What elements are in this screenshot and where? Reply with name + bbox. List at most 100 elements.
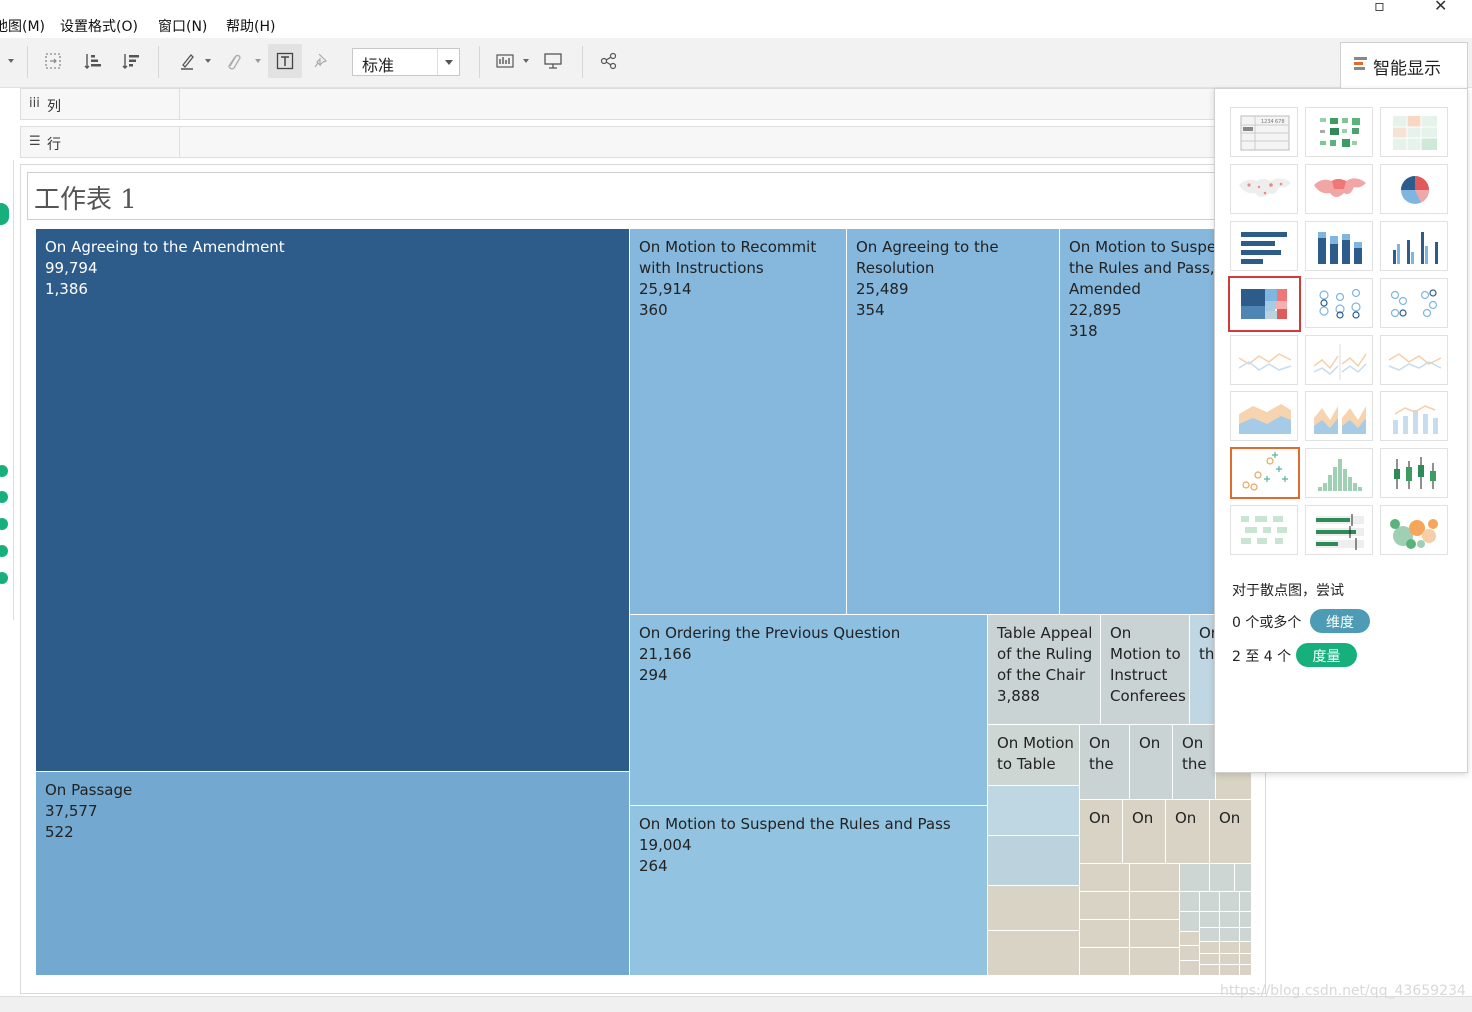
treemap-cell[interactable]: On the	[1080, 725, 1130, 800]
treemap-cell[interactable]: On Agreeing to the Amendment 99,794 1,38…	[36, 229, 630, 772]
packed-bubbles-thumbnail[interactable]	[1380, 505, 1448, 555]
treemap-cell[interactable]	[1180, 946, 1200, 961]
treemap-cell[interactable]: On	[1080, 800, 1123, 864]
treemap-cell[interactable]	[1130, 864, 1180, 892]
filled-map-thumbnail[interactable]	[1305, 164, 1373, 214]
treemap-cell[interactable]	[1080, 920, 1130, 948]
menu-format[interactable]: 设置格式(O)	[60, 19, 138, 35]
area-continuous-thumbnail[interactable]	[1230, 391, 1298, 441]
restore-window-icon[interactable]: ▫	[1374, 0, 1385, 15]
sort-ascending-icon[interactable]	[80, 48, 106, 74]
dropdown-arrow-icon[interactable]	[205, 58, 211, 64]
text-table-thumbnail[interactable]: 1234 678	[1230, 107, 1298, 157]
treemap-cell[interactable]	[1220, 912, 1240, 928]
highlight-pen-icon[interactable]	[174, 48, 200, 74]
treemap-cell[interactable]: On	[1166, 800, 1210, 864]
fix-axes-pin-icon[interactable]	[308, 48, 334, 74]
treemap-cell[interactable]: On Agreeing to the Resolution 25,489 354	[847, 229, 1060, 615]
treemap-cell[interactable]	[1130, 892, 1180, 920]
show-me-tab[interactable]: 智能显示	[1340, 42, 1468, 89]
discrete-lines-thumbnail[interactable]	[1305, 335, 1373, 385]
treemap-cell[interactable]	[1220, 954, 1240, 965]
treemap-cell[interactable]: On Motion to Table	[988, 725, 1080, 786]
columns-shelf[interactable]: iii 列	[20, 88, 1220, 120]
treemap-cell[interactable]	[1180, 912, 1200, 932]
treemap-cell[interactable]	[1240, 892, 1251, 912]
heat-map-thumbnail[interactable]	[1305, 107, 1373, 157]
treemap-cell[interactable]: On Motion to Recommit with Instructions …	[630, 229, 847, 615]
fit-dropdown[interactable]: 标准	[352, 48, 460, 76]
treemap-cell[interactable]	[1200, 965, 1220, 976]
dual-combination-thumbnail[interactable]	[1380, 391, 1448, 441]
treemap-cell[interactable]	[1220, 892, 1240, 912]
treemap-chart[interactable]: On Agreeing to the Amendment 99,794 1,38…	[36, 229, 1251, 976]
treemap-cell[interactable]: On	[1130, 725, 1173, 800]
treemap-cell[interactable]	[988, 786, 1080, 836]
treemap-cell[interactable]	[1080, 948, 1130, 976]
close-window-icon[interactable]: ✕	[1434, 0, 1448, 15]
sort-descending-icon[interactable]	[118, 48, 144, 74]
treemap-cell[interactable]	[1130, 948, 1180, 976]
area-discrete-thumbnail[interactable]	[1305, 391, 1373, 441]
horizontal-scrollbar[interactable]	[0, 996, 1472, 1012]
treemap-cell[interactable]: On Motion to Instruct Conferees	[1101, 615, 1190, 725]
treemap-cell[interactable]	[1080, 864, 1130, 892]
stacked-bars-thumbnail[interactable]	[1305, 221, 1373, 271]
treemap-cell[interactable]	[1240, 912, 1251, 928]
treemap-cell[interactable]	[1220, 965, 1240, 976]
treemap-cell[interactable]	[1200, 942, 1220, 954]
treemap-cell[interactable]	[1240, 954, 1251, 965]
dropdown-arrow-icon[interactable]	[523, 58, 529, 64]
sheet-title[interactable]: 工作表 1	[27, 172, 1227, 220]
chevron-down-icon[interactable]	[437, 49, 459, 75]
menu-map[interactable]: 地图(M)	[0, 19, 46, 35]
treemap-thumbnail[interactable]	[1228, 276, 1301, 332]
treemap-cell[interactable]	[1235, 864, 1251, 892]
show-mark-labels-icon[interactable]	[268, 44, 302, 78]
treemap-cell[interactable]	[988, 931, 1080, 976]
group-members-icon[interactable]	[220, 48, 246, 74]
treemap-cell[interactable]	[1180, 932, 1200, 946]
treemap-cell[interactable]	[1240, 942, 1251, 954]
menu-help[interactable]: 帮助(H)	[226, 19, 276, 35]
pie-chart-thumbnail[interactable]	[1380, 164, 1448, 214]
dropdown-arrow-icon[interactable]	[8, 58, 14, 64]
symbol-map-thumbnail[interactable]	[1230, 164, 1298, 214]
treemap-cell[interactable]	[988, 836, 1080, 886]
treemap-cell[interactable]: On Passage 37,577 522	[36, 772, 630, 976]
treemap-cell[interactable]	[1210, 864, 1235, 892]
treemap-cell[interactable]: Table Appeal of the Ruling of the Chair …	[988, 615, 1101, 725]
box-whisker-thumbnail[interactable]	[1380, 448, 1448, 498]
bullet-graph-thumbnail[interactable]	[1305, 505, 1373, 555]
treemap-cell[interactable]: On Motion to Suspend the Rules and Pass …	[630, 806, 988, 976]
continuous-lines-thumbnail[interactable]	[1230, 335, 1298, 385]
treemap-cell[interactable]	[1220, 928, 1240, 942]
gantt-chart-thumbnail[interactable]	[1230, 505, 1298, 555]
treemap-cell[interactable]	[988, 886, 1080, 931]
show-hide-cards-icon[interactable]	[492, 48, 518, 74]
scatter-plot-thumbnail[interactable]	[1230, 447, 1300, 499]
treemap-cell[interactable]: On Ordering the Previous Question 21,166…	[630, 615, 988, 806]
treemap-cell[interactable]	[1180, 961, 1200, 976]
menu-window[interactable]: 窗口(N)	[158, 19, 208, 35]
side-by-side-circles-thumbnail[interactable]	[1380, 278, 1448, 328]
treemap-cell[interactable]	[1130, 920, 1180, 948]
highlight-table-thumbnail[interactable]	[1380, 107, 1448, 157]
treemap-cell[interactable]: On	[1123, 800, 1166, 864]
dropdown-arrow-icon[interactable]	[255, 58, 261, 64]
treemap-cell[interactable]	[1240, 965, 1251, 976]
treemap-cell[interactable]: On	[1210, 800, 1251, 864]
presentation-mode-icon[interactable]	[540, 48, 566, 74]
treemap-cell[interactable]	[1180, 892, 1200, 912]
treemap-cell[interactable]	[1080, 892, 1130, 920]
treemap-cell[interactable]	[1240, 928, 1251, 942]
treemap-cell[interactable]: On the	[1173, 725, 1216, 800]
treemap-cell[interactable]	[1220, 942, 1240, 954]
share-icon[interactable]	[596, 48, 622, 74]
treemap-cell[interactable]	[1180, 864, 1210, 892]
treemap-cell[interactable]	[1200, 928, 1220, 942]
histogram-thumbnail[interactable]	[1305, 448, 1373, 498]
horizontal-bars-thumbnail[interactable]	[1230, 221, 1298, 271]
circle-views-thumbnail[interactable]	[1305, 278, 1373, 328]
treemap-cell[interactable]	[1200, 912, 1220, 928]
